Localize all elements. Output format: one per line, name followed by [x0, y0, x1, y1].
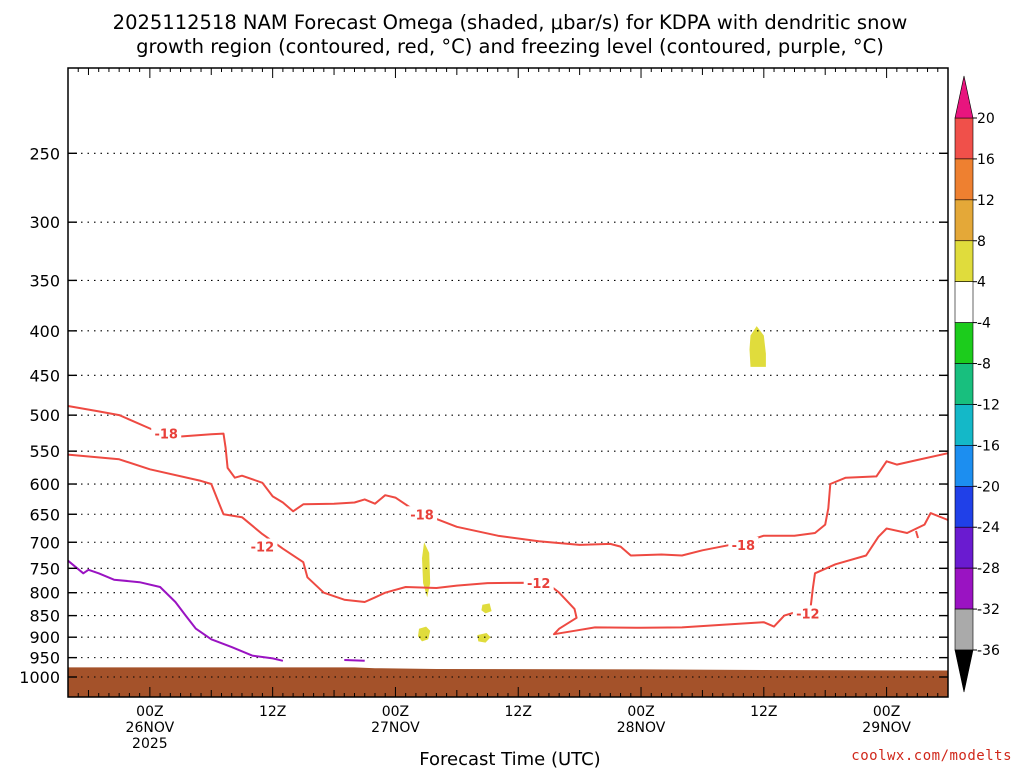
- y-tick-label-600: 600: [29, 475, 60, 494]
- y-tick-label-650: 650: [29, 505, 60, 524]
- x-tick-label-0-1: 26NOV: [126, 720, 175, 736]
- dgz-minus12-line: [67, 453, 949, 636]
- colorbar-over-triangle: [954, 75, 974, 119]
- x-tick-label-12-0: 12Z: [259, 704, 286, 720]
- y-tick-label-850: 850: [29, 607, 60, 626]
- upward-motion-area-4: [477, 633, 491, 643]
- credit-text: coolwx.com/modelts: [851, 748, 1012, 764]
- x-axis-label: Forecast Time (UTC): [419, 749, 600, 768]
- x-tick-label-72-0: 00Z: [873, 704, 900, 720]
- upward-motion-area-2: [418, 626, 431, 642]
- title-line-1: 2025112518 NAM Forecast Omega (shaded, μ…: [113, 11, 908, 34]
- x-tick-label-24-0: 00Z: [382, 704, 409, 720]
- colorbar-bin-16-to-20: [954, 117, 974, 160]
- colorbar-tick-label--32: -32: [977, 602, 1000, 618]
- colorbar-bin-4-to-8: [954, 240, 974, 282]
- colorbar-bin--4-to-4: [954, 281, 974, 323]
- upward-motion-area-3: [481, 603, 492, 614]
- colorbar-tick-label-8: 8: [977, 234, 986, 250]
- dgz-small-feature: [915, 530, 919, 539]
- colorbar-tick-label--20: -20: [977, 479, 1000, 495]
- colorbar-bin--20-to--16: [954, 445, 974, 487]
- y-tick-label-250: 250: [29, 144, 60, 163]
- dgz-minus12-label-bg-1: [523, 575, 554, 591]
- upward-motion-area-1: [422, 542, 431, 598]
- colorbar-bin--36-to--32: [954, 608, 974, 651]
- dgz-minus12-label-bg-0: [247, 538, 278, 554]
- x-tick-label-0-2: 2025: [132, 736, 168, 752]
- y-tick-label-900: 900: [29, 628, 60, 647]
- x-tick-label-48-0: 00Z: [627, 704, 654, 720]
- dgz-minus18-label-2: -18: [732, 539, 756, 554]
- dgz-minus18-label-0: -18: [154, 428, 178, 443]
- y-tick-label-700: 700: [29, 533, 60, 552]
- colorbar-bin--24-to--20: [954, 486, 974, 528]
- y-tick-label-500: 500: [29, 406, 60, 425]
- plot-area: [418, 326, 766, 643]
- dgz-minus18-label-bg-1: [407, 506, 438, 522]
- colorbar-tick-label-12: 12: [977, 193, 995, 209]
- colorbar-tick-label--12: -12: [977, 397, 1000, 413]
- x-tick-label-72-1: 29NOV: [862, 720, 911, 736]
- colorbar-bin--16-to--12: [954, 404, 974, 446]
- colorbar-tick-label--4: -4: [977, 316, 991, 332]
- colorbar-tick-label-4: 4: [977, 275, 986, 291]
- x-tick-label-48-1: 28NOV: [617, 720, 666, 736]
- dgz-minus12-label-2: -12: [796, 607, 820, 622]
- chart-title: 2025112518 NAM Forecast Omega (shaded, μ…: [113, 11, 908, 58]
- dgz-minus18-label-1: -18: [410, 508, 434, 523]
- dgz-minus12-label-0: -12: [251, 541, 275, 556]
- y-tick-label-1000: 1000: [19, 668, 60, 687]
- dgz-minus12-label-bg-2: [792, 605, 823, 621]
- colorbar-bin-12-to-16: [954, 158, 974, 201]
- dgz-minus18-label-bg-0: [151, 425, 182, 441]
- freezing-level-2-line: [344, 659, 365, 662]
- ground-fill: [68, 667, 948, 697]
- contour-lines: -18 -18 -18 -12 -12 -12: [67, 405, 949, 662]
- y-axis: 250 300 350 400 450 500 550 600 650 700 750 800 850 9…: [19, 144, 948, 687]
- y-tick-label-300: 300: [29, 213, 60, 232]
- x-tick-label-0-0: 00Z: [136, 704, 163, 720]
- colorbar-under-triangle: [954, 649, 974, 693]
- colorbar-bin--8-to--4: [954, 322, 974, 364]
- colorbar-tick-label--16: -16: [977, 438, 1000, 454]
- colorbar-bin--28-to--24: [954, 526, 974, 569]
- y-tick-label-800: 800: [29, 584, 60, 603]
- colorbar-tick-label--8: -8: [977, 357, 991, 373]
- y-tick-label-400: 400: [29, 322, 60, 341]
- freezing-level-line: [67, 559, 284, 662]
- dgz-minus12-label-1: -12: [527, 577, 551, 592]
- y-tick-label-450: 450: [29, 366, 60, 385]
- y-tick-label-550: 550: [29, 442, 60, 461]
- colorbar: 20 16 12 8 4 -4 -8 -12 -16 -20 -24 -28 -32 -36: [954, 75, 1000, 693]
- y-tick-label-750: 750: [29, 559, 60, 578]
- y-tick-label-350: 350: [29, 271, 60, 290]
- title-line-2: growth region (contoured, red, °C) and f…: [136, 35, 884, 58]
- y-tick-label-950: 950: [29, 649, 60, 668]
- ground-surface: [68, 667, 948, 697]
- colorbar-bin-8-to-12: [954, 199, 974, 242]
- dgz-minus18-label-bg-2: [728, 536, 759, 552]
- upward-motion-area-5: [749, 326, 766, 367]
- colorbar-tick-label--36: -36: [977, 643, 1000, 659]
- plot-frame: [67, 67, 949, 698]
- x-tick-label-24-1: 27NOV: [371, 720, 420, 736]
- colorbar-bin--12-to--8: [954, 363, 974, 405]
- colorbar-tick-label--28: -28: [977, 561, 1000, 577]
- colorbar-tick-label-20: 20: [977, 111, 995, 127]
- gridlines: [68, 152, 948, 678]
- colorbar-tick-label-16: 16: [977, 152, 995, 168]
- colorbar-tick-label--24: -24: [977, 520, 1000, 536]
- x-tick-label-36-0: 12Z: [505, 704, 532, 720]
- x-tick-label-60-0: 12Z: [750, 704, 777, 720]
- colorbar-bin--32-to--28: [954, 567, 974, 610]
